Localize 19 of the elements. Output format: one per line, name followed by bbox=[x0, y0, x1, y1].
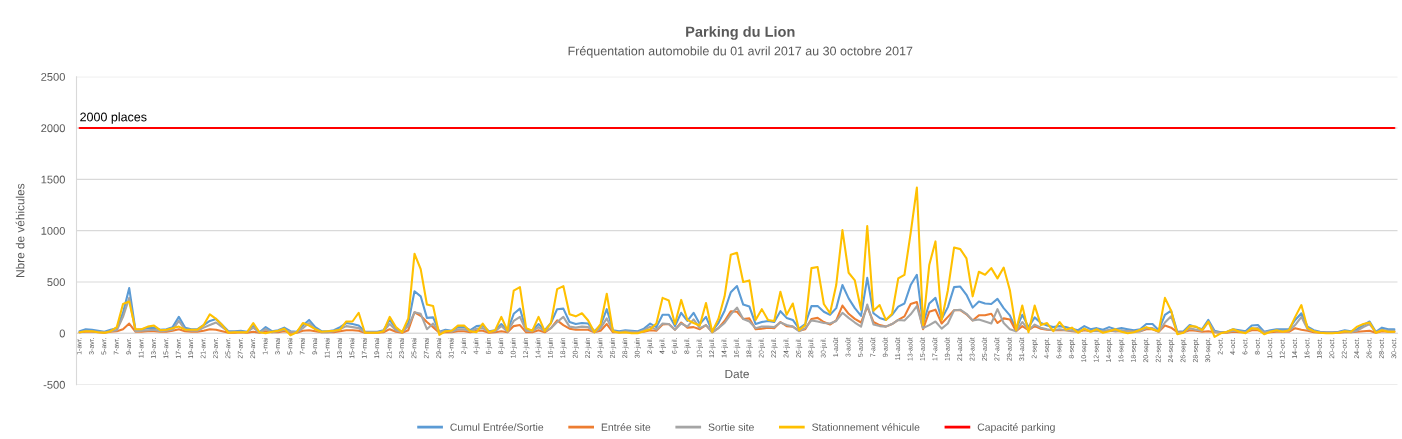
legend-label: Sortie site bbox=[708, 423, 754, 431]
chart-subtitle: Fréquentation automobile du 01 avril 2017 au 30 octobre 2017 bbox=[568, 46, 913, 58]
annotation: 2000 places bbox=[80, 112, 147, 124]
line-series bbox=[78, 273, 1396, 334]
y-axis-title: Nbre de véhicules bbox=[15, 183, 25, 277]
x-axis-title: Date bbox=[725, 369, 749, 379]
chart-title: Parking du Lion bbox=[686, 26, 795, 40]
legend-label: Stationnement véhicule bbox=[812, 423, 920, 431]
y-tick-label: 2000 bbox=[41, 124, 65, 133]
y-tick-label: -500 bbox=[43, 380, 65, 389]
y-tick-label: 2500 bbox=[41, 72, 65, 81]
y-tick-label: 0 bbox=[59, 329, 65, 338]
y-tick-label: 500 bbox=[47, 278, 65, 287]
y-tick-label: 1500 bbox=[41, 175, 65, 184]
legend-label: Capacité parking bbox=[977, 423, 1055, 433]
legend-label: Entrée site bbox=[601, 423, 651, 431]
legend-label: Cumul Entrée/Sortie bbox=[450, 423, 544, 431]
y-tick-label: 1000 bbox=[41, 226, 65, 235]
line-series bbox=[78, 186, 1396, 338]
